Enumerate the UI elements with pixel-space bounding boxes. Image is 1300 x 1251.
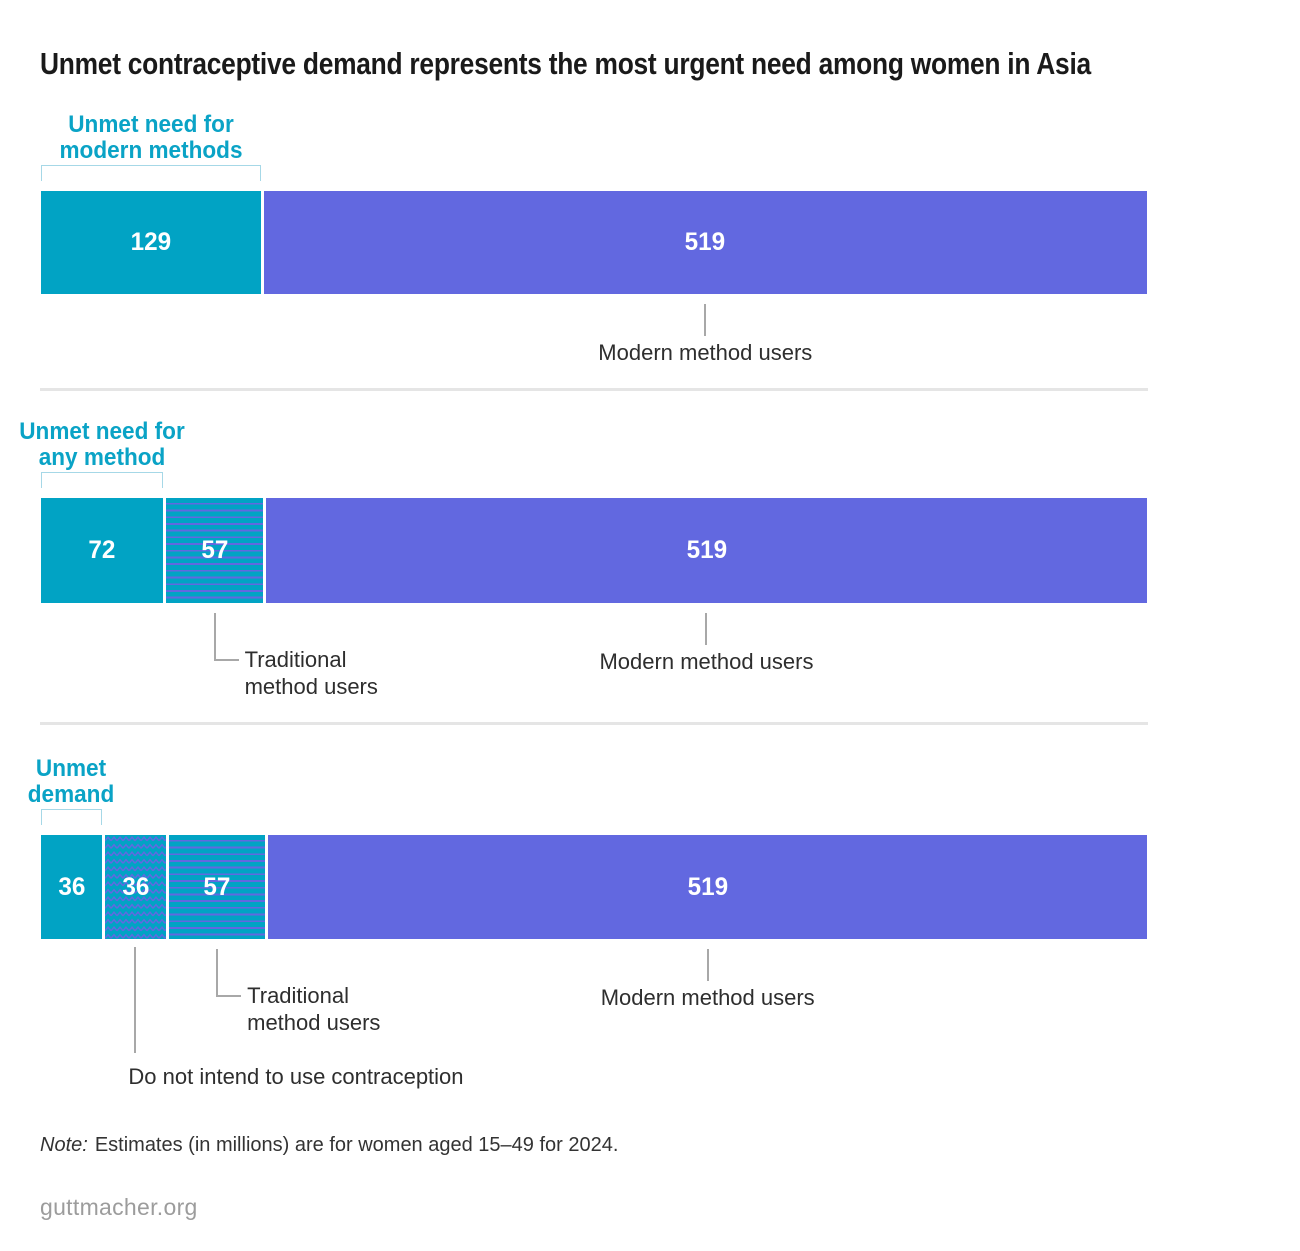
callout-label-line: Traditional — [247, 983, 350, 1008]
bar-segment-do-not-intend-to-use: 36 — [104, 835, 166, 939]
callout-label-modern: Modern method users — [600, 985, 815, 1010]
group-heading: Unmet need for any method — [0, 419, 290, 471]
group-heading: Unmet demand — [0, 756, 259, 808]
callout-label-line: Traditional — [244, 647, 347, 672]
callout-label-traditional: Traditional method users — [247, 982, 547, 1036]
segment-value: 36 — [57, 872, 85, 901]
segment-value: 36 — [121, 872, 149, 901]
callout-tick — [706, 949, 709, 981]
callout-label-line: method users — [244, 674, 378, 699]
callout-label-modern: Modern method users — [599, 649, 814, 674]
callout-elbow-hline — [216, 995, 242, 997]
segment-value: 72 — [88, 536, 116, 564]
callout-tick — [704, 304, 707, 336]
segment-value: 519 — [687, 872, 728, 901]
group-heading-line: Unmet need for — [19, 418, 185, 445]
callout-label-line: method users — [247, 1010, 381, 1035]
note-prefix: Note: — [40, 1134, 88, 1156]
group-divider — [40, 722, 1148, 725]
chart-title: Unmet contraceptive demand represents th… — [40, 46, 1091, 81]
bar-segment-modern-method-users: 519 — [265, 498, 1147, 603]
chart-note: Note: Estimates (in millions) are for wom… — [40, 1134, 618, 1157]
callout-long-tick — [134, 947, 137, 1053]
group-heading-line: any method — [38, 444, 166, 471]
source-url: guttmacher.org — [40, 1194, 198, 1220]
group-heading-line: Unmet need for — [68, 111, 234, 138]
callout-label-nonintenders: Do not intend to use contraception — [128, 1064, 464, 1089]
segment-value: 129 — [130, 228, 172, 256]
callout-elbow-vline — [213, 613, 216, 661]
callout-tick — [705, 613, 708, 645]
segment-value: 57 — [203, 872, 231, 901]
segment-value: 57 — [201, 536, 229, 564]
callout-elbow-hline — [213, 659, 239, 661]
bracket — [41, 809, 102, 825]
group-divider — [40, 388, 1148, 391]
bar-segment-modern-method-users: 519 — [263, 191, 1147, 294]
bracket — [41, 165, 261, 181]
bracket — [41, 472, 164, 488]
bar-segment-unmet-need: 36 — [41, 835, 102, 939]
group-heading: Unmet need for modern methods — [0, 112, 339, 164]
callout-label-traditional: Traditional method users — [245, 646, 545, 700]
zigzag-pattern — [104, 835, 166, 939]
bar-segment-modern-method-users: 519 — [268, 835, 1147, 939]
group-heading-line: modern methods — [59, 137, 243, 164]
bar-segment-unmet-need-for-any-method: 72 — [41, 498, 164, 603]
callout-elbow-vline — [216, 949, 219, 997]
segment-value: 519 — [685, 228, 726, 256]
group-heading-line: demand — [28, 781, 115, 808]
bar-segment-unmet-need-for-modern-methods: 129 — [41, 191, 261, 294]
callout-label-modern: Modern method users — [598, 340, 813, 365]
bar-segment-traditional-method-users: 57 — [166, 498, 263, 603]
note-text: Estimates (in millions) are for women ag… — [94, 1134, 619, 1156]
bar-segment-traditional-method-users: 57 — [168, 835, 266, 939]
group-heading-line: Unmet — [36, 755, 107, 782]
segment-value: 519 — [686, 536, 727, 564]
